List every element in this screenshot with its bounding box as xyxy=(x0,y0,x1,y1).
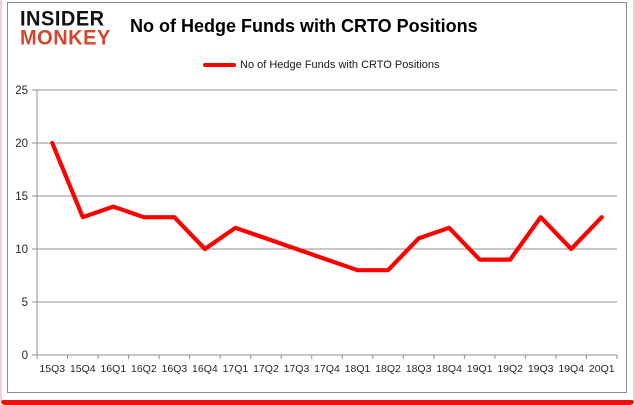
x-tick-label: 16Q1 xyxy=(100,363,126,375)
x-tick-label: 15Q4 xyxy=(70,363,96,375)
logo-line-monkey: MONKEY xyxy=(20,26,111,50)
x-tick-label: 18Q1 xyxy=(345,363,371,375)
x-tick-label: 18Q4 xyxy=(436,363,462,375)
x-tick-label: 16Q2 xyxy=(131,363,157,375)
chart-title: No of Hedge Funds with CRTO Positions xyxy=(130,16,478,36)
x-tick-label: 19Q4 xyxy=(558,363,584,375)
x-tick-label: 20Q1 xyxy=(589,363,615,375)
chart-card: INSIDER MONKEY No of Hedge Funds with CR… xyxy=(7,2,627,393)
x-tick-label: 17Q3 xyxy=(284,363,310,375)
series-line xyxy=(50,140,604,273)
x-tick-label: 18Q2 xyxy=(375,363,401,375)
x-tick-label: 15Q3 xyxy=(39,363,65,375)
x-tick-label: 19Q2 xyxy=(497,363,523,375)
insider-monkey-logo: INSIDER MONKEY xyxy=(20,7,111,50)
x-tick-label: 19Q1 xyxy=(467,363,493,375)
x-tick-label: 18Q3 xyxy=(406,363,432,375)
y-tick-label: 25 xyxy=(15,85,28,97)
x-tick-label: 17Q4 xyxy=(314,363,340,375)
x-tick-label: 16Q4 xyxy=(192,363,218,375)
legend: No of Hedge Funds with CRTO Positions xyxy=(203,59,440,71)
legend-label: No of Hedge Funds with CRTO Positions xyxy=(240,59,440,71)
x-tick-label: 17Q2 xyxy=(253,363,279,375)
y-tick-label: 10 xyxy=(15,244,28,256)
legend-line-swatch xyxy=(203,63,236,67)
y-tick-label: 15 xyxy=(15,191,28,203)
x-tick-label: 19Q3 xyxy=(528,363,554,375)
x-tick-label: 17Q1 xyxy=(223,363,249,375)
logo-line-insider: INSIDER xyxy=(20,7,105,31)
y-tick-label: 0 xyxy=(22,350,28,362)
y-tick-label: 20 xyxy=(15,138,28,150)
y-tick-label: 5 xyxy=(22,297,28,309)
x-tick-label: 16Q3 xyxy=(162,363,188,375)
